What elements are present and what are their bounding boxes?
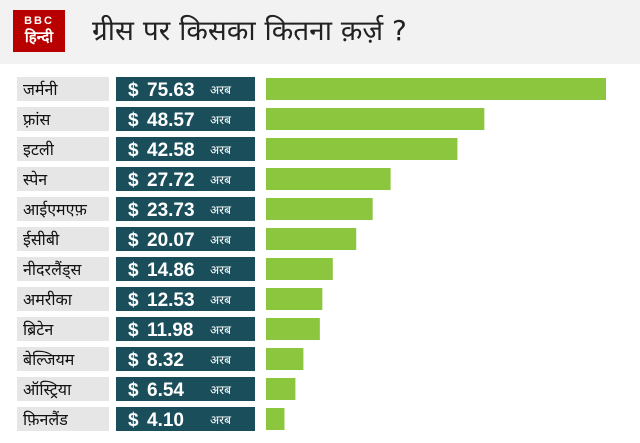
country-label-bg bbox=[17, 227, 109, 251]
unit-label: अरब bbox=[210, 323, 232, 337]
country-label: इटली bbox=[23, 140, 55, 159]
country-label: नीदरलैंड्स bbox=[23, 260, 82, 280]
unit-label: अरब bbox=[210, 233, 232, 247]
data-bar bbox=[266, 198, 373, 220]
value-box bbox=[116, 287, 255, 311]
value-label: 11.98 bbox=[147, 320, 194, 341]
value-label: 14.86 bbox=[147, 260, 195, 281]
country-label: ईसीबी bbox=[23, 230, 60, 249]
currency-symbol: $ bbox=[128, 260, 139, 281]
country-label: फ़्रांस bbox=[23, 110, 51, 129]
value-label: 27.72 bbox=[147, 170, 195, 191]
country-label-bg bbox=[17, 167, 109, 191]
country-label: ऑस्ट्रिया bbox=[23, 380, 72, 399]
data-bar bbox=[266, 78, 606, 100]
country-label: ब्रिटेन bbox=[23, 320, 54, 339]
unit-label: अरब bbox=[210, 263, 232, 277]
value-label: 6.54 bbox=[147, 380, 184, 401]
country-label-bg bbox=[17, 197, 109, 221]
value-box bbox=[116, 167, 255, 191]
value-box bbox=[116, 137, 255, 161]
currency-symbol: $ bbox=[128, 200, 139, 221]
currency-symbol: $ bbox=[128, 320, 139, 341]
value-label: 4.10 bbox=[147, 410, 184, 431]
country-label-bg bbox=[17, 347, 109, 371]
value-box bbox=[116, 257, 255, 281]
unit-label: अरब bbox=[210, 293, 232, 307]
data-bar bbox=[266, 168, 391, 190]
data-bar bbox=[266, 318, 320, 340]
country-label-bg bbox=[17, 317, 109, 341]
country-label-bg bbox=[17, 137, 109, 161]
value-label: 20.07 bbox=[147, 230, 195, 251]
country-label: जर्मनी bbox=[23, 80, 58, 99]
value-box bbox=[116, 317, 255, 341]
currency-symbol: $ bbox=[128, 140, 139, 161]
data-bar bbox=[266, 408, 285, 430]
value-box bbox=[116, 227, 255, 251]
unit-label: अरब bbox=[210, 413, 232, 427]
country-label-bg bbox=[17, 407, 109, 431]
currency-symbol: $ bbox=[128, 410, 139, 431]
value-label: 48.57 bbox=[147, 110, 195, 131]
logo-brand: BBC bbox=[24, 15, 54, 27]
currency-symbol: $ bbox=[128, 80, 139, 101]
country-label: बेल्जियम bbox=[23, 350, 75, 369]
country-label: अमरीका bbox=[23, 290, 73, 309]
country-label: स्पेन bbox=[23, 170, 48, 189]
country-label-bg bbox=[17, 77, 109, 101]
country-label-bg bbox=[17, 257, 109, 281]
unit-label: अरब bbox=[210, 353, 232, 367]
data-bar bbox=[266, 288, 323, 310]
bbc-hindi-logo: BBC हिन्दी bbox=[13, 10, 65, 52]
value-box bbox=[116, 107, 255, 131]
data-bar bbox=[266, 378, 296, 400]
unit-label: अरब bbox=[210, 203, 232, 217]
unit-label: अरब bbox=[210, 113, 232, 127]
header: BBC हिन्दी ग्रीस पर किसका कितना क़र्ज़ ? bbox=[0, 0, 640, 64]
data-bar bbox=[266, 348, 304, 370]
currency-symbol: $ bbox=[128, 170, 139, 191]
value-box bbox=[116, 77, 255, 101]
data-bar bbox=[266, 228, 357, 250]
country-label-bg bbox=[17, 377, 109, 401]
data-bar bbox=[266, 258, 333, 280]
data-bar bbox=[266, 138, 458, 160]
country-label-bg bbox=[17, 287, 109, 311]
value-box bbox=[116, 377, 255, 401]
unit-label: अरब bbox=[210, 143, 232, 157]
value-label: 42.58 bbox=[147, 140, 195, 161]
currency-symbol: $ bbox=[128, 350, 139, 371]
currency-symbol: $ bbox=[128, 110, 139, 131]
currency-symbol: $ bbox=[128, 380, 139, 401]
country-label: फ़िनलैंड bbox=[23, 410, 68, 429]
unit-label: अरब bbox=[210, 83, 232, 97]
value-box bbox=[116, 347, 255, 371]
value-label: 12.53 bbox=[147, 290, 195, 311]
page-title: ग्रीस पर किसका कितना क़र्ज़ ? bbox=[92, 14, 407, 47]
currency-symbol: $ bbox=[128, 230, 139, 251]
unit-label: अरब bbox=[210, 173, 232, 187]
country-label-bg bbox=[17, 107, 109, 131]
value-label: 75.63 bbox=[147, 80, 195, 101]
logo-language: हिन्दी bbox=[24, 28, 54, 46]
country-label: आईएमएफ़ bbox=[23, 200, 87, 219]
data-bar bbox=[266, 108, 485, 130]
value-box bbox=[116, 407, 255, 431]
currency-symbol: $ bbox=[128, 290, 139, 311]
value-label: 8.32 bbox=[147, 350, 184, 371]
unit-label: अरब bbox=[210, 383, 232, 397]
value-label: 23.73 bbox=[147, 200, 195, 221]
value-box bbox=[116, 197, 255, 221]
